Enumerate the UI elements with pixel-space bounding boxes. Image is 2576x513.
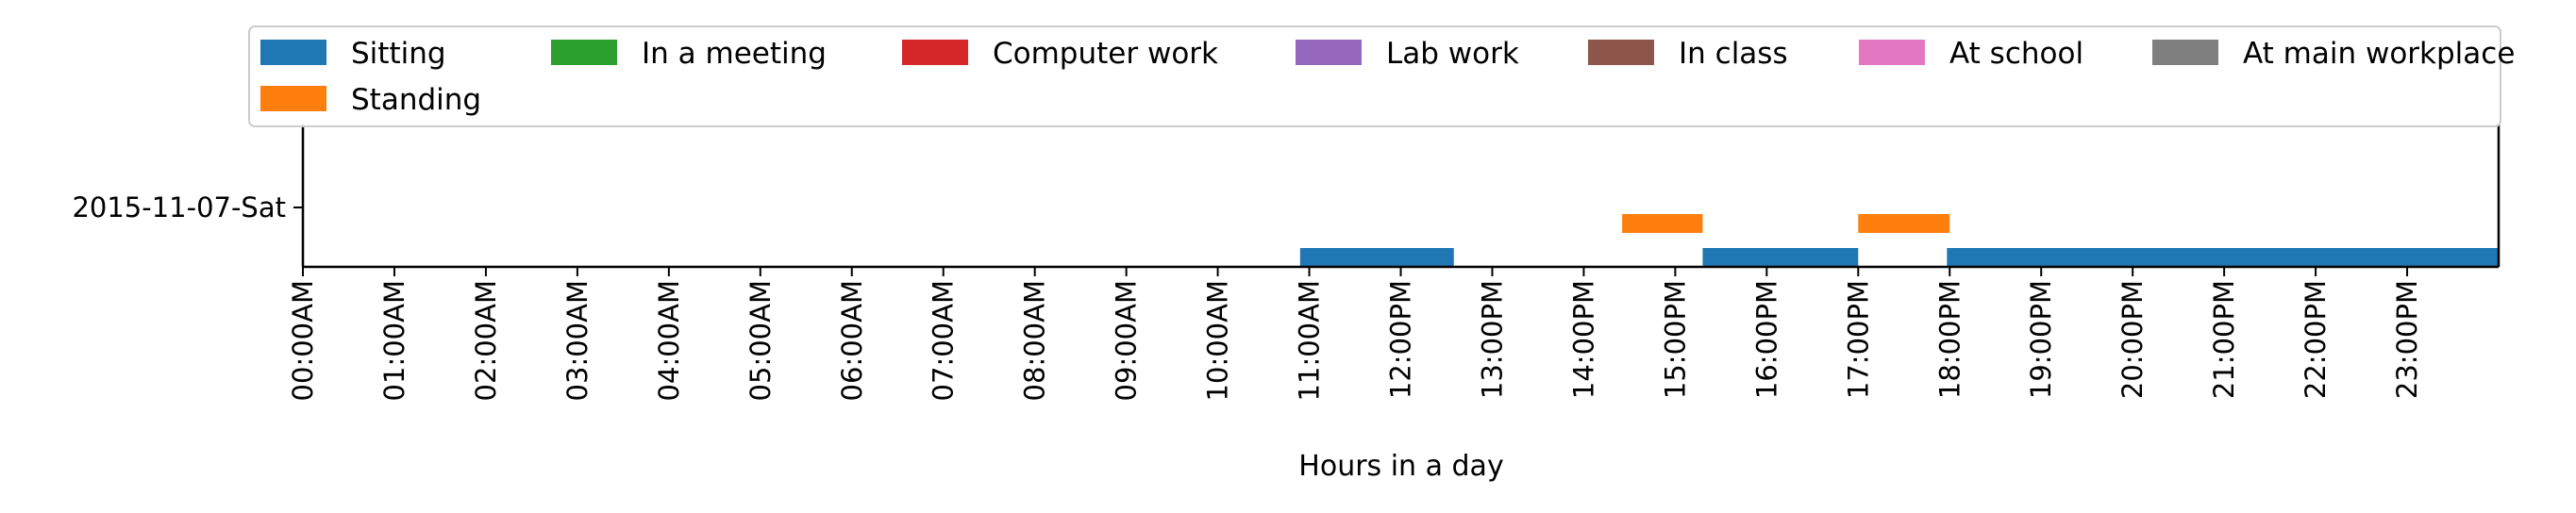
legend-label-computer-work: Computer work bbox=[993, 37, 1218, 71]
x-tick-label: 23:00PM bbox=[2391, 280, 2423, 399]
x-tick-label: 16:00PM bbox=[1750, 280, 1782, 399]
legend-label-sitting: Sitting bbox=[351, 37, 446, 71]
axes bbox=[301, 124, 2501, 269]
legend-swatch-lab-work bbox=[1296, 40, 1362, 65]
legend-label-at-main-workplace: At main workplace bbox=[2243, 37, 2515, 71]
x-tick-label: 10:00AM bbox=[1202, 280, 1234, 401]
x-tick-label: 14:00PM bbox=[1567, 280, 1599, 399]
y-ticks: 2015-11-07-Sat bbox=[72, 191, 303, 223]
x-tick-label: 09:00AM bbox=[1111, 280, 1143, 401]
x-tick-label: 17:00PM bbox=[1842, 280, 1874, 399]
legend-swatch-standing bbox=[260, 86, 326, 111]
x-tick-label: 00:00AM bbox=[287, 280, 319, 401]
legend-label-in-a-meeting: In a meeting bbox=[642, 37, 827, 71]
x-tick-label: 04:00AM bbox=[653, 280, 685, 401]
plot-bars bbox=[1299, 214, 2499, 267]
legend-swatch-computer-work bbox=[902, 40, 968, 65]
x-tick-label: 08:00AM bbox=[1019, 280, 1051, 401]
x-tick-label: 22:00PM bbox=[2300, 280, 2332, 399]
bar-sitting-0 bbox=[1299, 248, 1454, 267]
x-tick-label: 05:00AM bbox=[744, 280, 777, 401]
bar-standing-1 bbox=[1858, 214, 1950, 233]
x-tick-label: 18:00PM bbox=[1933, 280, 1965, 399]
x-tick-label: 15:00PM bbox=[1659, 280, 1691, 399]
x-axis-label: Hours in a day bbox=[1298, 450, 1503, 483]
bar-sitting-1 bbox=[1702, 248, 1859, 267]
bar-sitting-2 bbox=[1947, 248, 2499, 267]
x-tick-label: 19:00PM bbox=[2025, 280, 2057, 399]
x-tick-label: 20:00PM bbox=[2116, 280, 2149, 399]
legend-label-standing: Standing bbox=[351, 83, 481, 117]
x-ticks: 00:00AM 01:00AM 02:00AM 03:00AM 04:00AM 05:00… bbox=[287, 267, 2423, 401]
x-tick-label: 12:00PM bbox=[1385, 280, 1417, 399]
legend: Sitting In a meeting Computer work Lab work… bbox=[248, 25, 2515, 127]
legend-swatch-at-main-workplace bbox=[2152, 40, 2218, 65]
x-tick-label: 03:00AM bbox=[561, 280, 594, 401]
legend-swatch-sitting bbox=[260, 40, 326, 65]
x-tick-label: 21:00PM bbox=[2208, 280, 2240, 399]
x-tick-label: 01:00AM bbox=[378, 280, 410, 401]
x-tick-label: 11:00AM bbox=[1294, 280, 1326, 401]
legend-label-at-school: At school bbox=[1949, 37, 2083, 71]
legend-swatch-in-a-meeting bbox=[551, 40, 617, 65]
legend-swatch-in-class bbox=[1588, 40, 1654, 65]
x-tick-label: 06:00AM bbox=[836, 280, 868, 401]
legend-swatch-at-school bbox=[1859, 40, 1925, 65]
x-tick-label: 07:00AM bbox=[928, 280, 960, 401]
bar-standing-0 bbox=[1622, 214, 1703, 233]
x-tick-label: 13:00PM bbox=[1476, 280, 1508, 399]
x-tick-label: 02:00AM bbox=[470, 280, 502, 401]
y-tick-label: 2015-11-07-Sat bbox=[72, 191, 286, 223]
legend-label-in-class: In class bbox=[1679, 37, 1788, 71]
legend-frame bbox=[248, 25, 2501, 127]
legend-label-lab-work: Lab work bbox=[1386, 37, 1519, 71]
